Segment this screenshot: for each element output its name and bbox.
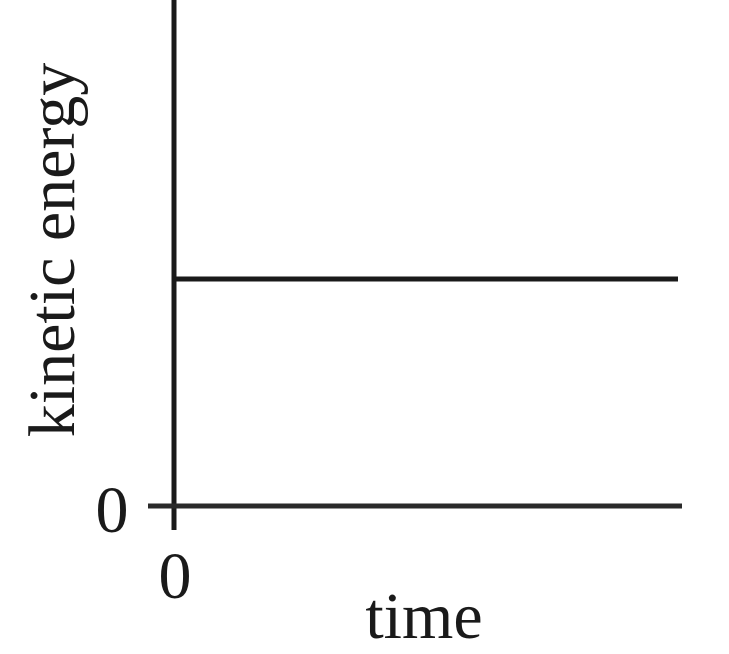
plot-area <box>148 0 682 530</box>
y-axis-label: kinetic energy <box>16 63 89 437</box>
y-tick-label-0: 0 <box>96 474 129 547</box>
x-axis-label: time <box>365 580 482 653</box>
x-tick-label-0: 0 <box>159 540 192 613</box>
